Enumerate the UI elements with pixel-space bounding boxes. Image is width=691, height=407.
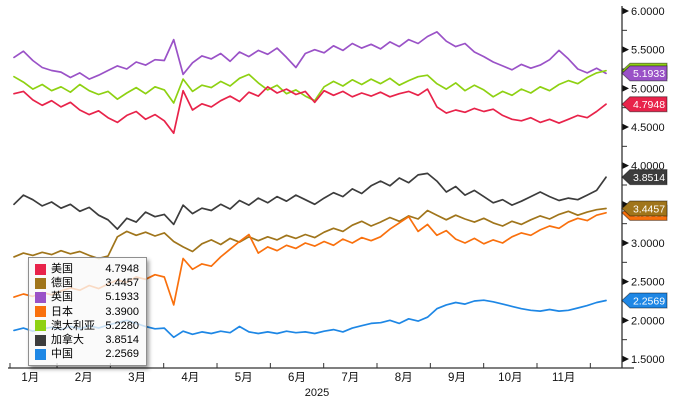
legend-value-us: 4.7948 [105, 263, 139, 276]
x-tick-label: 7月 [341, 372, 359, 384]
x-tick-label: 4月 [181, 372, 199, 384]
legend-swatch-us [35, 263, 46, 275]
y-tick-label: 2.5000 [631, 277, 665, 289]
x-axis-year: 2025 [305, 387, 329, 399]
legend-item-uk: 英国 5.1933 [35, 290, 139, 304]
x-tick-label: 10月 [498, 372, 522, 384]
legend-name-uk: 英国 [51, 291, 73, 304]
legend-value-ca: 3.8514 [105, 334, 139, 347]
legend-swatch-cn [35, 348, 46, 360]
legend-name-us: 美国 [51, 263, 73, 276]
legend-swatch-ca [35, 334, 46, 346]
series-line-uk [13, 31, 607, 80]
y-major-tick [622, 278, 629, 286]
legend-name-ca: 加拿大 [51, 334, 84, 347]
legend-item-de: 德国 3.4457 [35, 276, 139, 290]
x-tick-label: 3月 [128, 372, 146, 384]
y-major-tick [622, 316, 629, 324]
legend-item-au: 澳大利亚 5.2280 [35, 319, 139, 333]
x-tick-label: 9月 [448, 372, 466, 384]
y-major-tick [622, 200, 629, 208]
legend-name-de: 德国 [51, 277, 73, 290]
series-line-us [13, 85, 607, 135]
y-major-tick [622, 239, 629, 247]
legend-value-de: 3.4457 [105, 277, 139, 290]
y-major-tick [622, 84, 629, 92]
y-major-tick [622, 355, 629, 363]
value-tag-us [621, 96, 668, 113]
x-tick-label: 1月 [21, 372, 39, 384]
legend-name-jp: 日本 [51, 305, 73, 318]
value-tag-cn [621, 292, 668, 309]
value-tag-uk [621, 65, 668, 82]
x-tick-label: 2月 [75, 372, 93, 384]
legend-name-cn: 中国 [51, 348, 73, 361]
value-tag-label-de: 3.4457 [633, 203, 665, 215]
legend-swatch-uk [35, 291, 46, 303]
y-tick-label: 1.5000 [631, 354, 665, 366]
y-major-tick [622, 162, 629, 170]
y-tick-label: 3.0000 [631, 238, 665, 250]
x-tick-label: 8月 [395, 372, 413, 384]
y-major-tick [622, 7, 629, 15]
value-tag-ca [621, 169, 668, 186]
legend-value-au: 5.2280 [105, 319, 139, 332]
x-tick-label: 11月 [552, 372, 575, 384]
series-line-de [13, 207, 607, 260]
series-line-au [13, 69, 607, 104]
y-tick-label: 5.0000 [631, 83, 665, 95]
series-line-ca [13, 172, 607, 230]
value-tag-label-cn: 2.2569 [633, 295, 665, 307]
legend-swatch-de [35, 277, 46, 289]
legend-swatch-jp [35, 306, 46, 318]
legend-name-au: 澳大利亚 [51, 319, 95, 332]
x-tick-label: 5月 [235, 372, 253, 384]
y-major-tick [622, 46, 629, 54]
value-tag-label-ca: 3.8514 [633, 172, 665, 184]
legend-item-jp: 日本 3.3900 [35, 305, 139, 319]
legend-value-cn: 2.2569 [105, 348, 139, 361]
y-tick-label: 6.0000 [631, 6, 665, 18]
legend-item-cn: 中国 2.2569 [35, 347, 139, 361]
legend-item-us: 美国 4.7948 [35, 262, 139, 276]
y-tick-label: 4.5000 [631, 122, 665, 134]
y-tick-label: 5.5000 [631, 45, 665, 57]
legend-item-ca: 加拿大 3.8514 [35, 333, 139, 347]
legend[interactable]: 美国 4.7948 德国 3.4457 英国 5.1933 日本 3.3900 澳大利亚 5.22… [28, 257, 147, 367]
value-tag-de [621, 200, 668, 217]
value-tag-label-uk: 5.1933 [633, 68, 665, 80]
legend-value-jp: 3.3900 [105, 305, 139, 318]
y-tick-label: 2.0000 [631, 315, 665, 327]
value-tag-label-us: 4.7948 [633, 99, 665, 111]
legend-swatch-au [35, 320, 46, 332]
x-tick-label: 6月 [288, 372, 306, 384]
y-major-tick [622, 123, 629, 131]
legend-value-uk: 5.1933 [105, 291, 139, 304]
